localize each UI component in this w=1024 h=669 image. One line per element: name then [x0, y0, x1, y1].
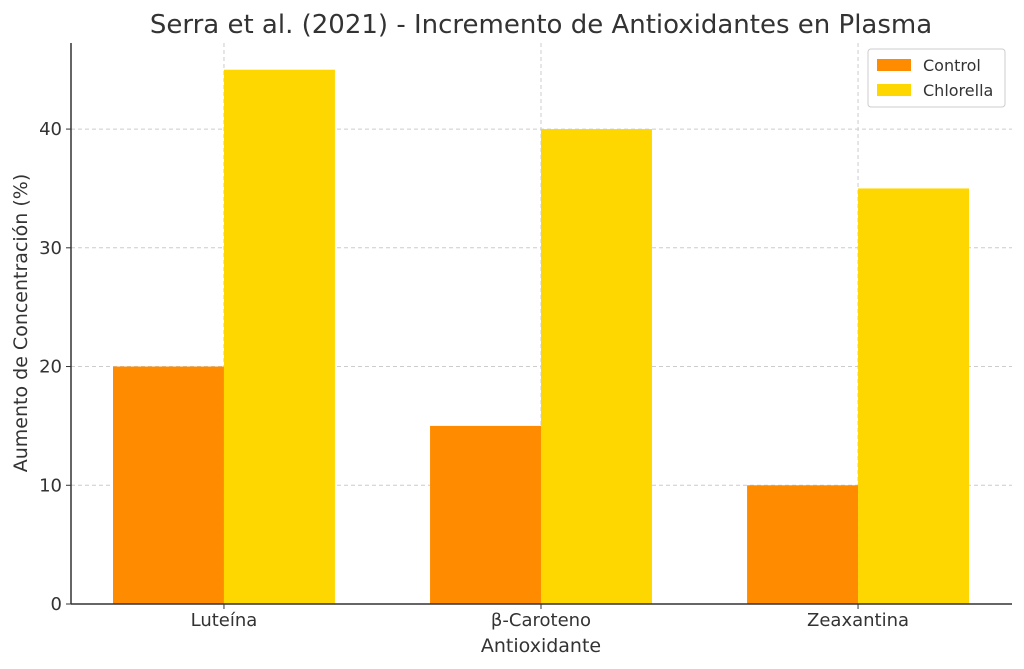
y-ticks: 0 10 20 30 40	[39, 119, 71, 615]
bar-control-3	[747, 485, 859, 604]
y-axis-label: Aumento de Concentración (%)	[10, 174, 32, 473]
y-tick-label: 40	[39, 119, 62, 140]
bar-control-2	[430, 425, 541, 604]
chart-title: Serra et al. (2021) - Incremento de Anti…	[150, 10, 932, 40]
legend-label-control: Control	[923, 56, 981, 75]
bar-chlorella-3	[858, 188, 969, 604]
x-tick-label: Luteína	[191, 610, 258, 631]
y-tick-label: 30	[39, 238, 62, 259]
bars	[113, 69, 969, 605]
y-tick-label: 20	[39, 357, 62, 378]
legend-swatch-chlorella	[877, 84, 911, 96]
legend-swatch-control	[877, 59, 911, 71]
legend: Control Chlorella	[867, 48, 1006, 108]
x-ticks: Luteína β-Caroteno Zeaxantina	[191, 604, 909, 631]
x-tick-label: β-Caroteno	[491, 610, 591, 631]
bar-control-1	[113, 366, 224, 604]
legend-label-chlorella: Chlorella	[923, 81, 993, 100]
y-tick-label: 0	[51, 594, 62, 615]
bar-chlorella-1	[223, 69, 335, 604]
y-tick-label: 10	[39, 475, 62, 496]
x-tick-label: Zeaxantina	[807, 610, 909, 631]
bar-chlorella-2	[541, 129, 652, 605]
x-axis-label: Antioxidante	[481, 635, 601, 657]
